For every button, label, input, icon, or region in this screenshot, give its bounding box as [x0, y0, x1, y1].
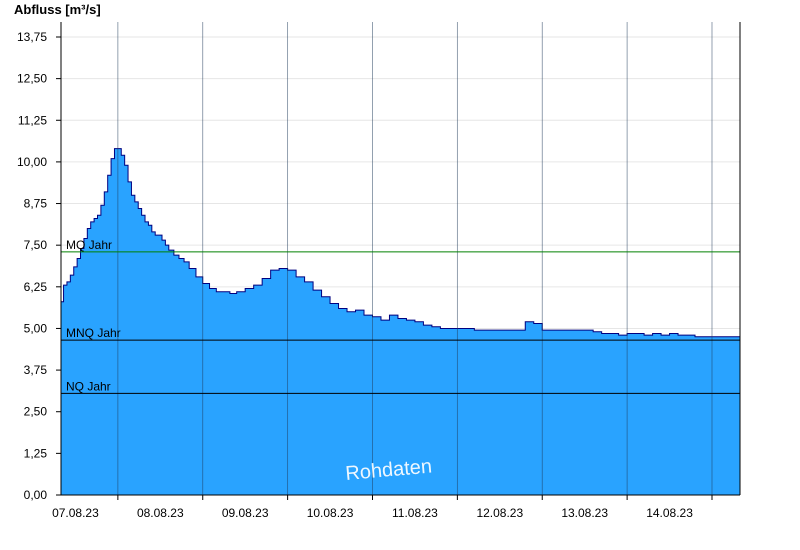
y-tick-label-6: 7,50 — [24, 238, 48, 252]
ref-label-1: MNQ Jahr — [66, 326, 121, 340]
ref-label-0: MQ Jahr — [66, 238, 112, 252]
y-tick-label-2: 2,50 — [24, 405, 48, 419]
y-tick-label-5: 6,25 — [24, 280, 48, 294]
y-tick-label-3: 3,75 — [24, 363, 48, 377]
x-tick-label-5: 12.08.23 — [476, 506, 523, 520]
y-tick-label-10: 12,50 — [17, 72, 47, 86]
x-tick-label-0: 07.08.23 — [52, 506, 99, 520]
y-tick-label-11: 13,75 — [17, 30, 47, 44]
y-tick-label-7: 8,75 — [24, 197, 48, 211]
day-separators — [117, 22, 713, 495]
y-tick-label-8: 10,00 — [17, 155, 47, 169]
x-tick-label-2: 09.08.23 — [222, 506, 269, 520]
x-ticks: 07.08.23 08.08.23 09.08.23 10.08.23 11.08.23… — [52, 495, 713, 520]
x-tick-label-1: 08.08.23 — [137, 506, 184, 520]
y-axis-title: Abfluss [m³/s] — [14, 2, 101, 17]
x-tick-label-4: 11.08.23 — [392, 506, 438, 520]
y-ticks: 0,00 1,25 2,50 3,75 5,00 6,25 7,50 8,75 10,00 11,… — [17, 30, 61, 502]
ref-label-2: NQ Jahr — [66, 379, 111, 393]
x-tick-label-7: 14.08.23 — [646, 506, 693, 520]
discharge-line — [61, 148, 740, 338]
y-tick-label-9: 11,25 — [18, 113, 47, 127]
reference-lines: MQ Jahr MNQ Jahr NQ Jahr — [61, 238, 740, 394]
discharge-area — [61, 148, 740, 496]
y-tick-label-4: 5,00 — [24, 321, 48, 335]
x-tick-label-6: 13.08.23 — [561, 506, 608, 520]
y-tick-label-0: 0,00 — [24, 488, 48, 502]
y-tick-label-1: 1,25 — [24, 446, 48, 460]
x-tick-label-3: 10.08.23 — [307, 506, 354, 520]
